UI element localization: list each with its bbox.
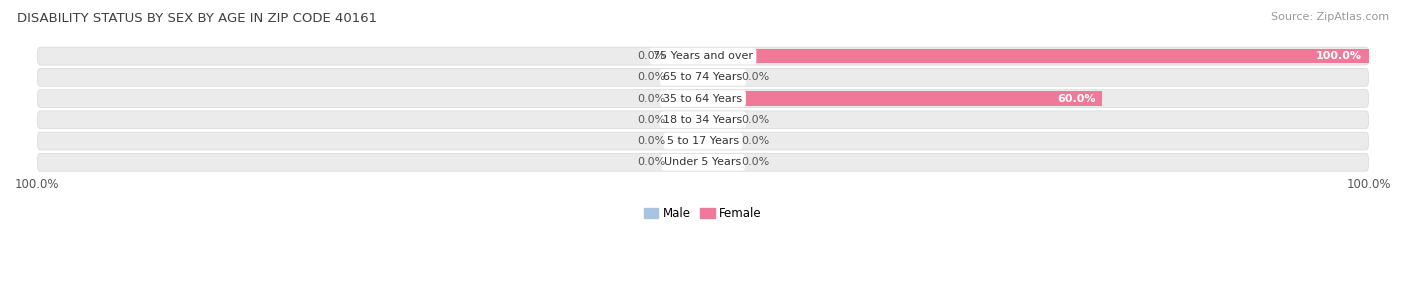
Bar [703,134,733,148]
FancyBboxPatch shape [37,132,1369,150]
Bar [673,113,703,127]
Bar [673,70,703,84]
Text: 0.0%: 0.0% [637,157,665,167]
Text: 18 to 34 Years: 18 to 34 Years [664,115,742,125]
Bar [673,134,703,148]
Bar [703,70,733,84]
Text: 0.0%: 0.0% [637,94,665,104]
FancyBboxPatch shape [37,153,1369,171]
Bar [673,92,703,106]
Bar [703,92,1102,106]
Text: 100.0%: 100.0% [1316,51,1362,61]
FancyBboxPatch shape [37,90,1369,107]
Bar [703,49,1369,63]
Text: Source: ZipAtlas.com: Source: ZipAtlas.com [1271,12,1389,22]
Text: 0.0%: 0.0% [637,136,665,146]
Text: Under 5 Years: Under 5 Years [665,157,741,167]
Text: 60.0%: 60.0% [1057,94,1095,104]
Text: 0.0%: 0.0% [741,157,769,167]
Bar [673,155,703,170]
FancyBboxPatch shape [37,47,1369,65]
FancyBboxPatch shape [37,111,1369,129]
Text: DISABILITY STATUS BY SEX BY AGE IN ZIP CODE 40161: DISABILITY STATUS BY SEX BY AGE IN ZIP C… [17,12,377,25]
Bar [703,113,733,127]
Text: 0.0%: 0.0% [637,51,665,61]
Text: 5 to 17 Years: 5 to 17 Years [666,136,740,146]
Text: 65 to 74 Years: 65 to 74 Years [664,72,742,82]
FancyBboxPatch shape [37,68,1369,86]
Text: 35 to 64 Years: 35 to 64 Years [664,94,742,104]
Legend: Male, Female: Male, Female [644,207,762,221]
Text: 75 Years and over: 75 Years and over [652,51,754,61]
Text: 0.0%: 0.0% [637,72,665,82]
Text: 0.0%: 0.0% [637,115,665,125]
Bar [703,155,733,170]
Text: 0.0%: 0.0% [741,72,769,82]
Bar [673,49,703,63]
Text: 0.0%: 0.0% [741,115,769,125]
Text: 0.0%: 0.0% [741,136,769,146]
